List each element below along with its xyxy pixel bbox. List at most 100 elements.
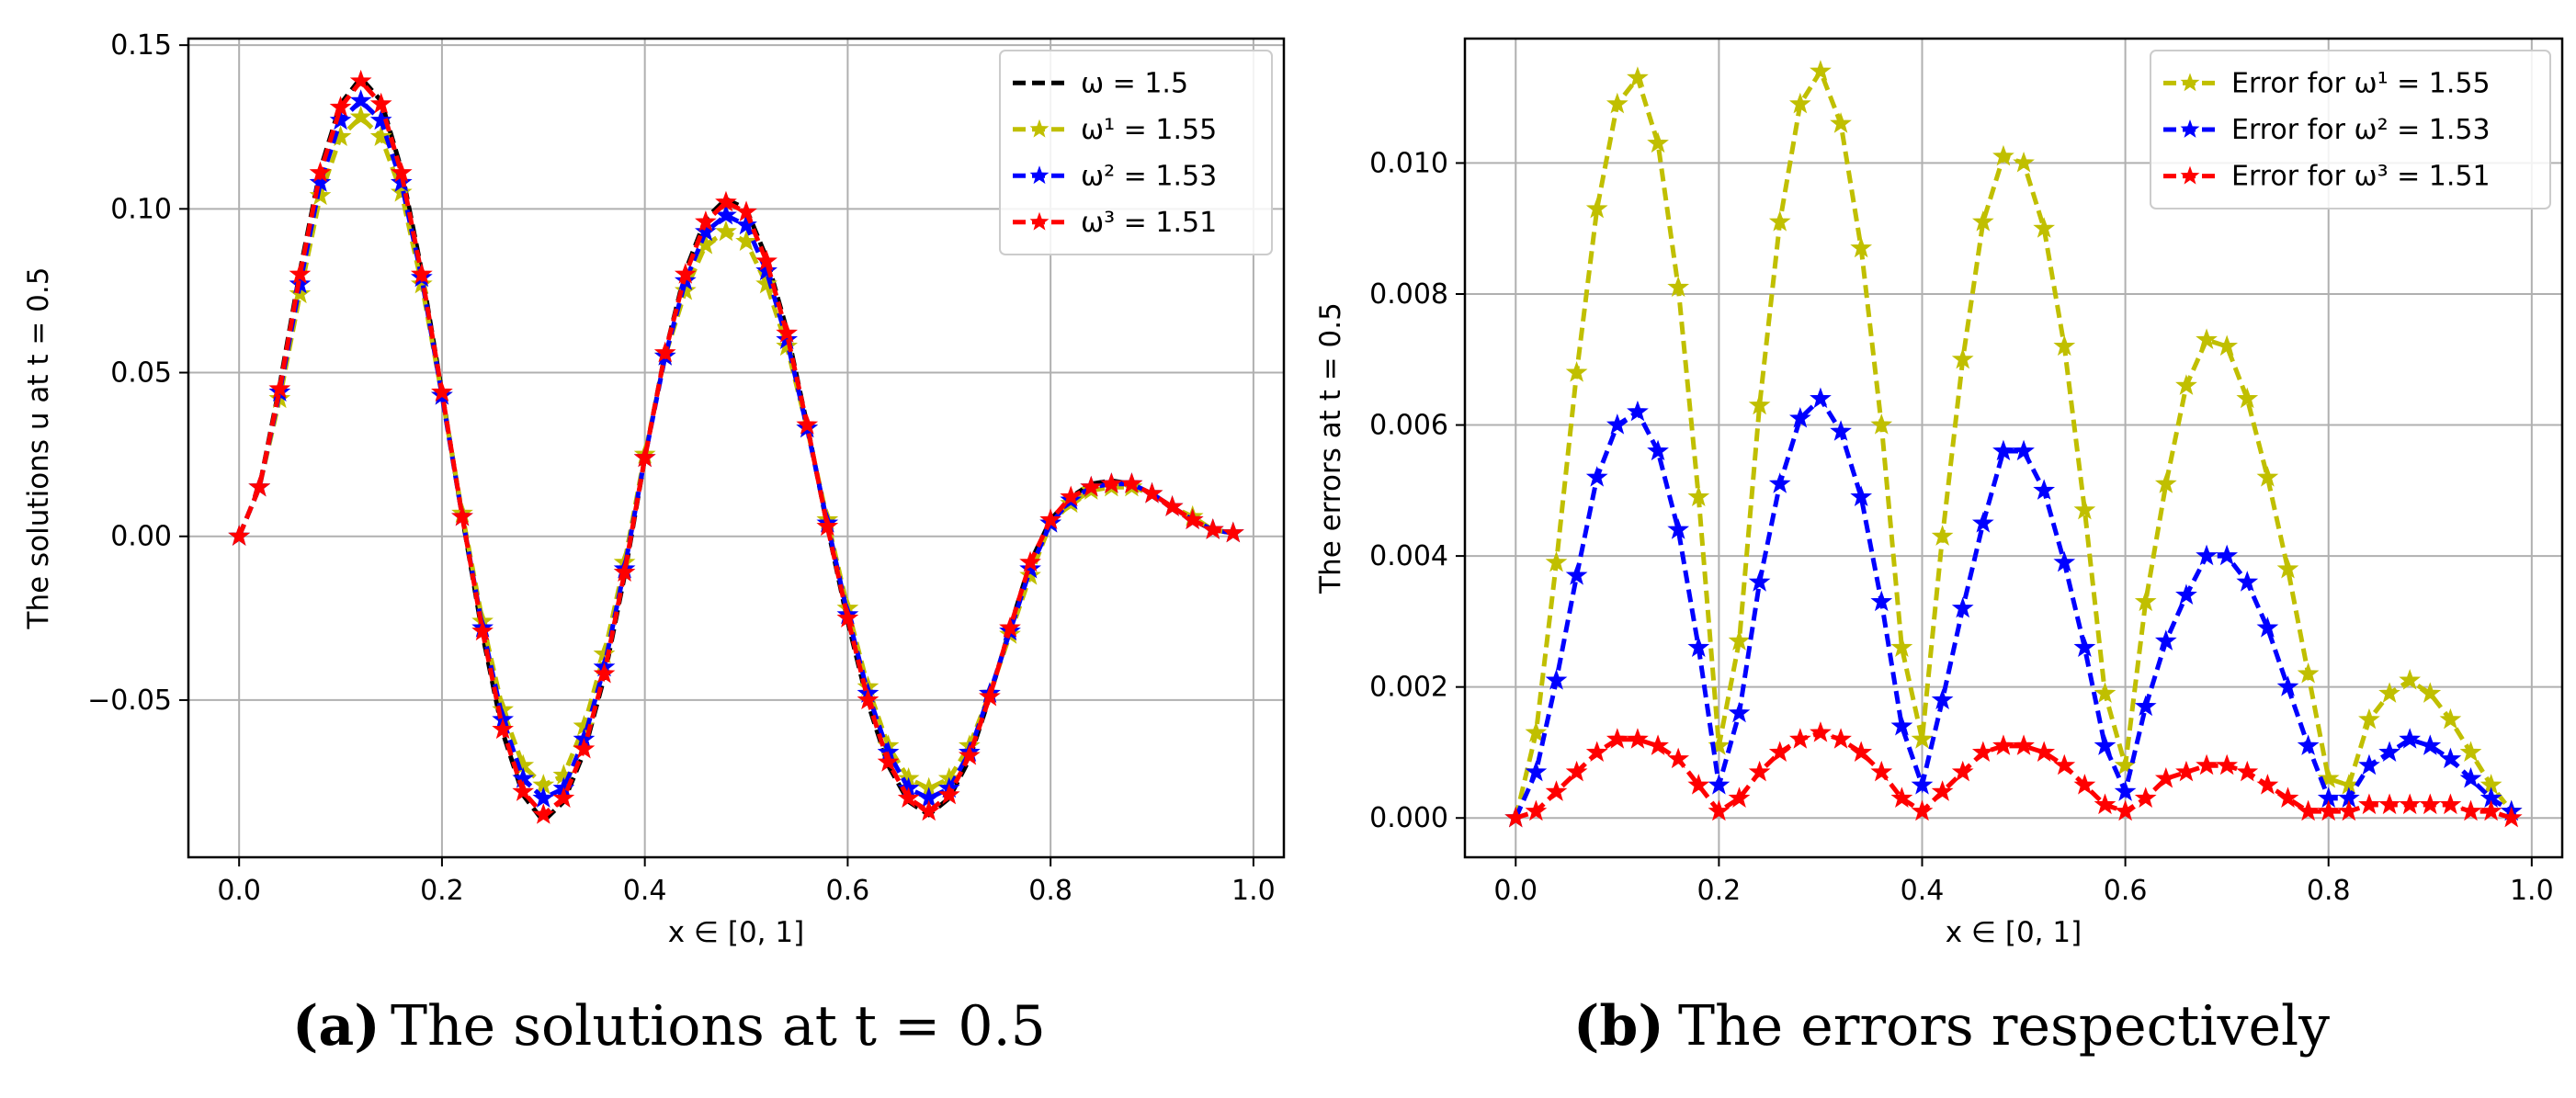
panel-b-data-point: [1647, 131, 1669, 153]
panel-b-data-point: [1504, 806, 1527, 828]
panel-b-data-point: [1890, 787, 1913, 808]
panel-b-data-point: [1768, 210, 1791, 232]
panel-a-y-axis-label: The solutions u at t = 0.5: [22, 267, 55, 630]
panel-b-data-point: [1708, 799, 1731, 821]
panel-b-data-point: [1748, 571, 1771, 592]
panel-a-data-point: [492, 718, 515, 740]
panel-b-data-point: [2297, 662, 2320, 684]
panel-a-data-point: [349, 89, 372, 110]
panel-b-data-point: [2053, 550, 2076, 572]
panel-a-series-line: [236, 77, 1234, 819]
panel-a-data-point: [1201, 518, 1224, 539]
panel-b-data-point: [2175, 583, 2197, 605]
panel-a-data-point: [1120, 472, 1143, 493]
panel-b-data-point: [1728, 629, 1751, 651]
panel-b-data-point: [2053, 753, 2076, 775]
panel-a-data-point: [674, 278, 697, 300]
panel-a-data-point: [715, 190, 737, 212]
panel-b-data-point: [1606, 728, 1628, 749]
panel-b-x-tick-label: 0.4: [1901, 875, 1945, 907]
panel-a-data-point: [917, 799, 940, 821]
panel-a-data-point: [268, 377, 291, 399]
panel-a-legend-marker: [1029, 119, 1050, 138]
panel-b-data-point: [2216, 753, 2239, 775]
panel-b-data-point: [1768, 741, 1791, 763]
panel-a-x-tick-label: 0.8: [1028, 875, 1072, 907]
panel-b-data-point: [1545, 780, 1568, 801]
panel-b-data-point: [1585, 466, 1608, 487]
panel-a-data-point: [836, 606, 859, 628]
panel-a-data-point: [593, 662, 616, 684]
panel-b-data-point: [1850, 485, 1873, 507]
panel-b-data-point: [2134, 787, 2157, 808]
panel-a-data-point: [816, 515, 839, 537]
panel-a-y-tick-label: 0.00: [110, 521, 172, 553]
panel-b-data-point: [2216, 334, 2239, 357]
panel-a-data-point: [755, 259, 777, 281]
panel-a-data-point: [248, 475, 271, 497]
panel-b-data-point: [1667, 518, 1690, 539]
panel-b-data-point: [1788, 92, 1811, 114]
panel-a-caption: The solutions at t = 0.5: [391, 994, 1046, 1058]
panel-b-data-point: [1951, 760, 1974, 782]
panel-a-data-point: [695, 210, 717, 232]
panel-b-data-point: [1606, 92, 1628, 114]
panel-b-y-tick-label: 0.004: [1369, 540, 1448, 572]
panel-a-data-point: [633, 446, 656, 468]
panel-a-legend-label: ω² = 1.53: [1081, 160, 1217, 192]
panel-a-legend-box: [999, 50, 1273, 255]
panel-b-data-point: [2317, 766, 2340, 788]
panel-b-x-axis-label: x ∈ [0, 1]: [1946, 916, 2082, 949]
panel-a-data-point: [999, 617, 1021, 638]
panel-a-data-point: [349, 106, 372, 127]
panel-b-data-point: [1687, 485, 1710, 507]
panel-a-data-point: [776, 334, 799, 357]
panel-a-data-point: [857, 688, 879, 710]
panel-a-data-point: [1161, 495, 1184, 516]
panel-b-data-point: [1565, 564, 1588, 585]
panel-b-legend-marker: [2180, 119, 2200, 138]
panel-a-legend-marker: [1029, 211, 1050, 231]
panel-b-series-line: [1513, 66, 2514, 819]
panel-b-caption-letter: (b): [1573, 994, 1664, 1058]
panel-b-data-point: [2419, 682, 2442, 703]
panel-b-data-point: [1870, 590, 1893, 612]
panel-b-data-point: [1627, 728, 1649, 749]
panel-a-data-point: [309, 171, 332, 192]
panel-b-series-1: [1504, 60, 2523, 828]
panel-b-data-point: [2399, 793, 2422, 815]
panel-b-data-point: [1971, 741, 1994, 763]
panel-b-data-point: [1870, 760, 1893, 782]
panel-a-data-point: [532, 803, 555, 824]
panel-b-data-point: [2094, 682, 2116, 703]
panel-b-data-point: [1565, 361, 1588, 382]
panel-b-y-tick-label: 0.000: [1369, 802, 1448, 834]
panel-b-data-point: [1728, 787, 1751, 808]
panel-a-data-point: [877, 751, 900, 772]
panel-a-data-point: [695, 220, 717, 242]
panel-a-x-tick-label: 0.2: [420, 875, 464, 907]
panel-a-data-point: [1221, 521, 1244, 543]
panel-a-data-point: [1019, 564, 1041, 585]
panel-a-data-point: [1140, 481, 1163, 504]
panel-b-data-point: [1992, 734, 2014, 755]
panel-a-legend: ω = 1.5 ω¹ = 1.55 ω² = 1.53 ω³ = 1.51: [999, 50, 1273, 255]
panel-b-data-point: [2236, 571, 2259, 592]
panel-a-data-point: [309, 161, 332, 183]
panel-b-data-point: [1525, 760, 1548, 782]
panel-b-data-point: [2013, 151, 2035, 173]
panel-b-data-point: [2175, 374, 2197, 395]
panel-a-data-point: [369, 108, 392, 130]
panel-a-data-point: [369, 92, 392, 114]
panel-b-data-point: [2276, 675, 2299, 696]
panel-a-data-point: [735, 230, 757, 252]
panel-b-data-point: [2337, 799, 2360, 821]
panel-a-data-point: [674, 263, 697, 284]
panel-b-data-point: [2154, 472, 2177, 493]
panel-b-data-point: [1890, 636, 1913, 657]
panel-b-data-point: [1992, 144, 2014, 166]
panel-a-y-tick-label: 0.10: [110, 193, 172, 225]
panel-b-data-point: [2317, 799, 2340, 821]
panel-b-errors-plot: 0.0 0.2 0.4 0.6 0.8 1.0 0.000 0.002 0.004 0.006 0.…: [1314, 37, 2564, 949]
